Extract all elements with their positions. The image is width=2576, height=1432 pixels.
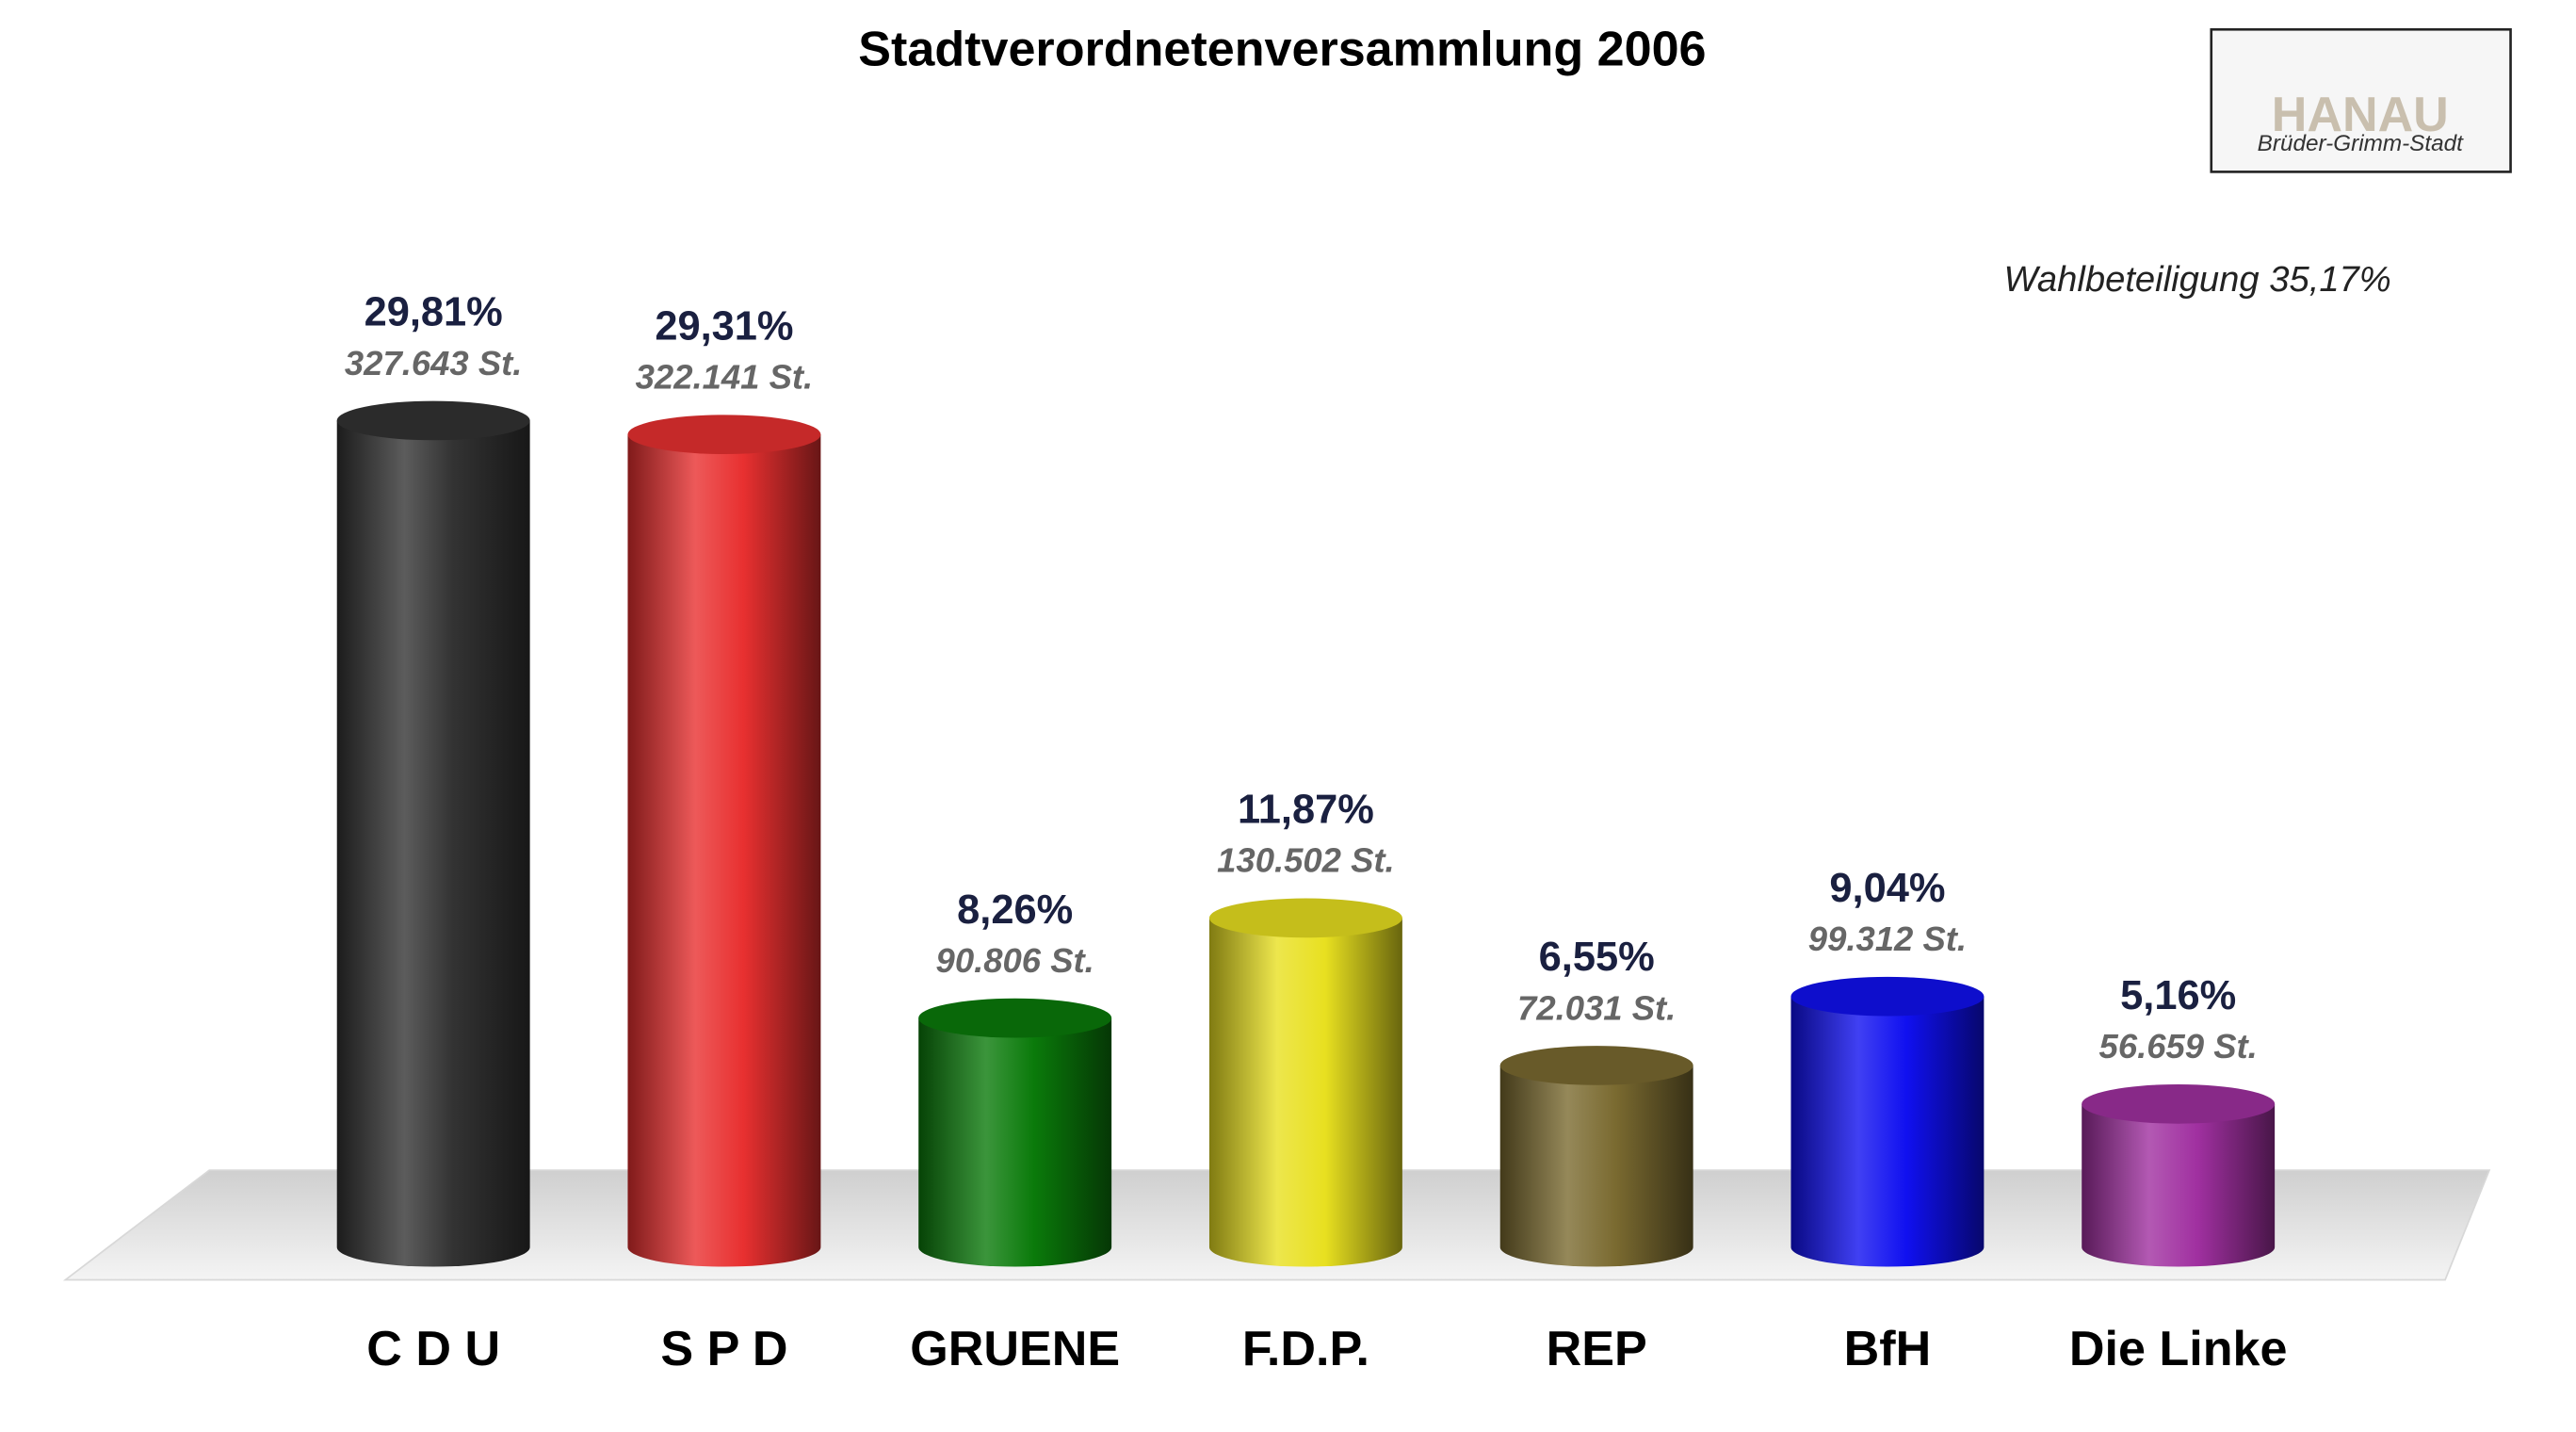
bar-top [1790,976,1985,1017]
vote-label: 72.031 St. [1517,988,1676,1027]
bar [336,400,530,1267]
x-tick-label: GRUENE [910,1322,1120,1376]
bar-top [336,400,530,441]
value-label: 11,87% [1238,788,1374,833]
bar [1790,976,1985,1267]
bar [2082,1084,2276,1267]
x-tick-label: Die Linke [2069,1322,2288,1376]
bar-body [627,434,821,1267]
vote-label: 130.502 St. [1217,841,1395,880]
bar-top [918,998,1112,1038]
annotation: Wahlbeteiligung 35,17% [2004,259,2391,300]
bar-top [1499,1046,1693,1085]
bar [627,415,821,1267]
bar [1208,898,1402,1267]
bar [918,998,1112,1267]
vote-label: 90.806 St. [936,941,1094,980]
vote-label: 322.141 St. [636,358,814,397]
x-tick-label: REP [1547,1322,1647,1376]
vote-label: 99.312 St. [1808,919,1967,958]
bar-top [1208,898,1402,938]
bar-body [1499,1065,1693,1267]
x-tick-label: F.D.P. [1242,1322,1369,1376]
bar-body [1208,918,1402,1267]
bar-top [2082,1084,2276,1124]
vote-label: 56.659 St. [2099,1027,2258,1066]
logo-text: Brüder-Grimm-Stadt [2258,131,2464,156]
value-label: 9,04% [1829,866,1945,911]
x-tick-label: S P D [660,1322,787,1376]
bar-body [2082,1103,2276,1267]
value-label: 5,16% [2120,973,2236,1018]
bar [1499,1046,1693,1267]
value-label: 6,55% [1539,935,1655,980]
bar-top [627,415,821,455]
logo: HANAU Brüder-Grimm-Stadt [2210,27,2512,173]
value-label: 29,31% [655,303,793,349]
chart-title: Stadtverordnetenversammlung 2006 [858,22,1706,76]
bar-body [336,420,530,1267]
x-tick-label: C D U [366,1322,500,1376]
vote-label: 327.643 St. [345,344,523,382]
bar-body [918,1017,1112,1267]
value-label: 8,26% [957,887,1073,933]
value-label: 29,81% [365,290,503,335]
bar-body [1790,996,1985,1267]
logo-frame [2210,27,2512,173]
x-tick-label: BfH [1844,1322,1932,1376]
logo-watermark: HANAU [2272,88,2449,142]
